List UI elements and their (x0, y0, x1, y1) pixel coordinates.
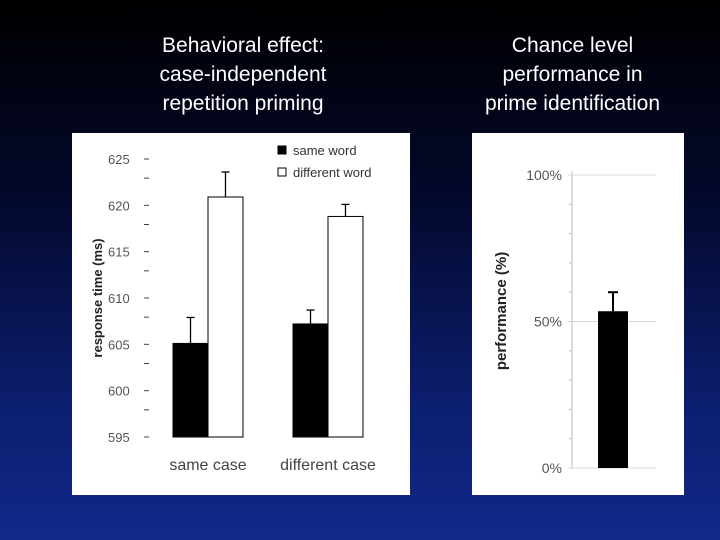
performance-chart: performance (%) 100% 50% 0% (493, 167, 656, 476)
y-axis-label: response time (ms) (90, 238, 105, 357)
legend-label-different-word: different word (293, 165, 372, 180)
bar-same-word (292, 323, 329, 438)
bar-different-word (327, 215, 364, 438)
x-category-label: same case (169, 457, 246, 474)
y-tick-label: 605 (108, 337, 130, 352)
y-tick-label: 600 (108, 384, 130, 399)
right-title-line-3: prime identification (484, 92, 661, 115)
x-category-label: different case (280, 457, 376, 474)
y-tick-label: 595 (108, 430, 130, 445)
bar-different-word (207, 196, 244, 438)
y-tick-label: 625 (108, 152, 130, 167)
response-time-chart-panel: response time (ms) 625 620 615 610 605 600 595 s… (72, 133, 410, 495)
left-title-line-3: repetition priming (162, 92, 324, 115)
y-tick-label: 615 (108, 245, 130, 260)
y-tick-label: 610 (108, 291, 130, 306)
left-chart-title: Behavioral effect: case-independent repe… (128, 31, 358, 118)
left-title-line-2: case-independent (159, 63, 327, 86)
right-chart-title: Chance level performance in prime identi… (455, 31, 690, 118)
y-tick-label: 100% (526, 167, 562, 183)
legend-swatch-different-word (277, 167, 287, 177)
legend-swatch-same-word (277, 145, 287, 155)
y-tick-label: 50% (534, 314, 562, 330)
response-time-chart: response time (ms) 625 620 615 610 605 600 595 s… (90, 143, 376, 474)
performance-chart-panel: performance (%) 100% 50% 0% (472, 133, 684, 495)
legend-label-same-word: same word (293, 143, 357, 158)
y-axis-label: performance (%) (493, 252, 510, 370)
y-tick-label: 0% (542, 460, 562, 476)
bar-same-word (172, 342, 209, 438)
right-title-line-2: performance in (502, 63, 643, 86)
left-title-line-1: Behavioral effect: (162, 34, 324, 57)
right-title-line-1: Chance level (511, 34, 634, 57)
y-tick-label: 620 (108, 198, 130, 213)
bar-performance (598, 311, 628, 468)
